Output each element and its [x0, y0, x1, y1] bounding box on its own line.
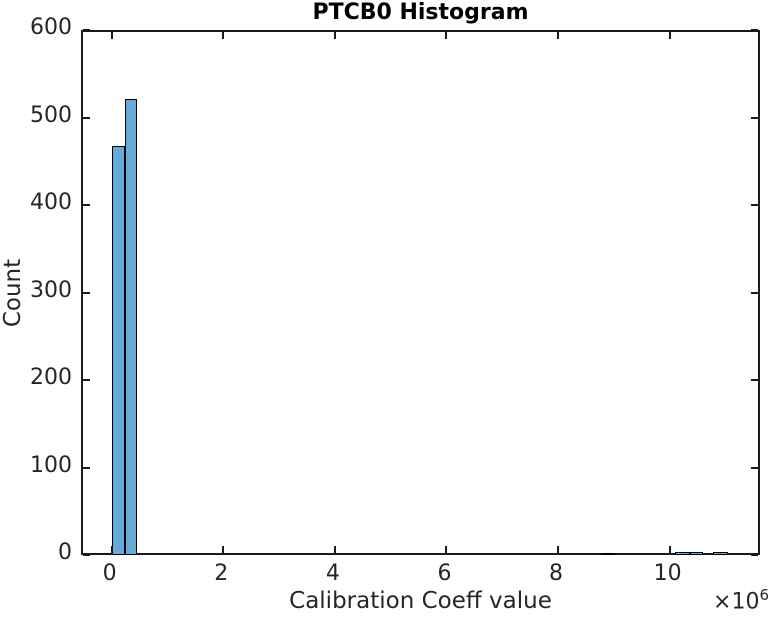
x-tick-top — [445, 32, 448, 39]
plot-area — [81, 29, 760, 556]
x-tick-top — [557, 32, 560, 39]
x-axis-label: Calibration Coeff value — [289, 588, 552, 614]
x-tick-label: 10 — [653, 561, 682, 586]
x-tick — [668, 546, 671, 553]
y-tick-right — [751, 291, 758, 294]
x-tick-label: 4 — [325, 561, 340, 586]
y-tick-right — [751, 466, 758, 469]
y-tick — [83, 466, 90, 469]
histogram-bar — [674, 551, 690, 555]
y-tick-right — [751, 379, 758, 381]
chart-title: PTCB0 Histogram — [312, 0, 529, 25]
x-axis-multiplier-exponent: 6 — [759, 586, 769, 604]
y-tick — [83, 379, 90, 381]
x-tick-label: 2 — [214, 561, 229, 586]
histogram-bar — [713, 551, 729, 555]
y-tick-right — [751, 204, 758, 206]
y-tick — [83, 554, 90, 556]
y-tick — [83, 291, 90, 294]
y-tick — [83, 116, 90, 119]
x-tick-top — [333, 32, 336, 39]
x-axis-multiplier-base: ×10 — [713, 589, 760, 615]
y-tick — [83, 204, 90, 206]
histogram-bar — [600, 553, 616, 556]
x-axis-multiplier: ×106 — [713, 586, 769, 614]
x-tick-top — [668, 32, 671, 39]
histogram-bar — [689, 551, 704, 555]
y-tick-label: 500 — [30, 102, 72, 128]
x-tick — [557, 546, 560, 553]
y-tick-right — [751, 116, 758, 119]
x-tick-top — [110, 32, 113, 39]
x-tick-label: 8 — [549, 561, 564, 586]
y-tick-right — [751, 554, 758, 556]
histogram-bar — [124, 99, 137, 555]
y-tick-right — [751, 29, 758, 31]
x-tick — [222, 546, 225, 553]
y-tick-label: 400 — [30, 190, 72, 215]
histogram-bar — [111, 146, 125, 555]
y-tick-label: 200 — [30, 365, 72, 390]
x-tick-top — [222, 32, 225, 39]
y-tick-label: 0 — [58, 540, 72, 565]
x-tick — [445, 546, 448, 553]
y-tick-label: 100 — [30, 452, 72, 478]
x-tick-label: 0 — [102, 561, 117, 586]
x-tick-label: 6 — [437, 561, 452, 586]
y-tick-label: 300 — [30, 277, 72, 303]
x-tick — [110, 546, 113, 553]
y-tick-label: 600 — [30, 15, 72, 40]
y-tick — [83, 29, 90, 31]
x-tick — [333, 546, 336, 553]
